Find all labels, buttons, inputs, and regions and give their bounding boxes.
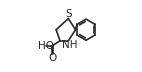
Text: HO: HO [38,41,54,51]
Text: NH: NH [62,40,77,50]
Text: S: S [65,9,72,19]
Text: O: O [48,53,56,63]
